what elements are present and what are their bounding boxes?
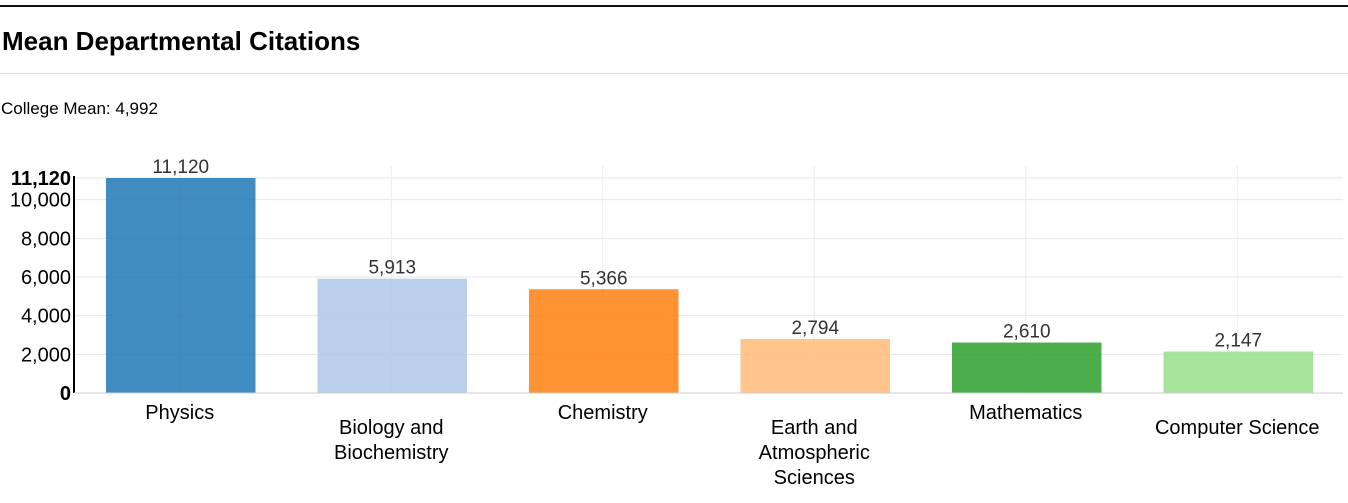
bar (740, 338, 890, 393)
y-tick-label: 0 (60, 383, 71, 405)
top-rule (0, 5, 1348, 7)
bar (317, 278, 467, 393)
value-labels: 11,120 5,913 5,366 2,794 2,610 2,147 (152, 157, 1262, 351)
bar (1163, 351, 1313, 393)
page-title: Mean Departmental Citations (2, 26, 361, 56)
college-mean: College Mean: 4,992 (1, 99, 158, 119)
college-mean-label: College Mean: (1, 99, 111, 118)
bar-value-label: 11,120 (152, 157, 209, 178)
bar-value-label: 2,794 (791, 318, 839, 339)
y-tick-label: 11,120 (11, 168, 71, 190)
y-tick-label: 4,000 (21, 306, 71, 328)
y-tick-label: 6,000 (21, 267, 71, 289)
x-category-label: Earth and (771, 417, 858, 439)
bar (106, 178, 256, 393)
y-tick-label: 8,000 (21, 228, 71, 250)
x-category-label: Computer Science (1155, 417, 1320, 439)
x-category-label: Biology and (339, 417, 444, 439)
bars (106, 178, 1313, 393)
bar-value-label: 2,610 (1003, 322, 1051, 343)
bar-value-label: 5,913 (368, 258, 416, 279)
x-category-label: Sciences (774, 467, 855, 489)
grid-lines (74, 166, 1343, 394)
bar (952, 342, 1102, 393)
title-divider (0, 73, 1348, 74)
college-mean-value: 4,992 (115, 99, 158, 118)
bar-value-label: 5,366 (580, 268, 628, 289)
x-category-label: Atmospheric (759, 442, 870, 464)
x-category-label: Chemistry (558, 402, 648, 424)
y-tick-label: 10,000 (10, 190, 71, 212)
x-category-label: Mathematics (969, 402, 1082, 424)
bar-value-label: 2,147 (1214, 330, 1262, 351)
x-axis-labels: Physics Biology and Biochemistry Chemistry E… (145, 402, 1319, 489)
bar (529, 289, 679, 393)
axes (73, 176, 1343, 394)
x-category-label: Biochemistry (334, 442, 448, 464)
y-tick-label: 2,000 (21, 344, 71, 366)
x-category-label: Physics (145, 402, 214, 424)
